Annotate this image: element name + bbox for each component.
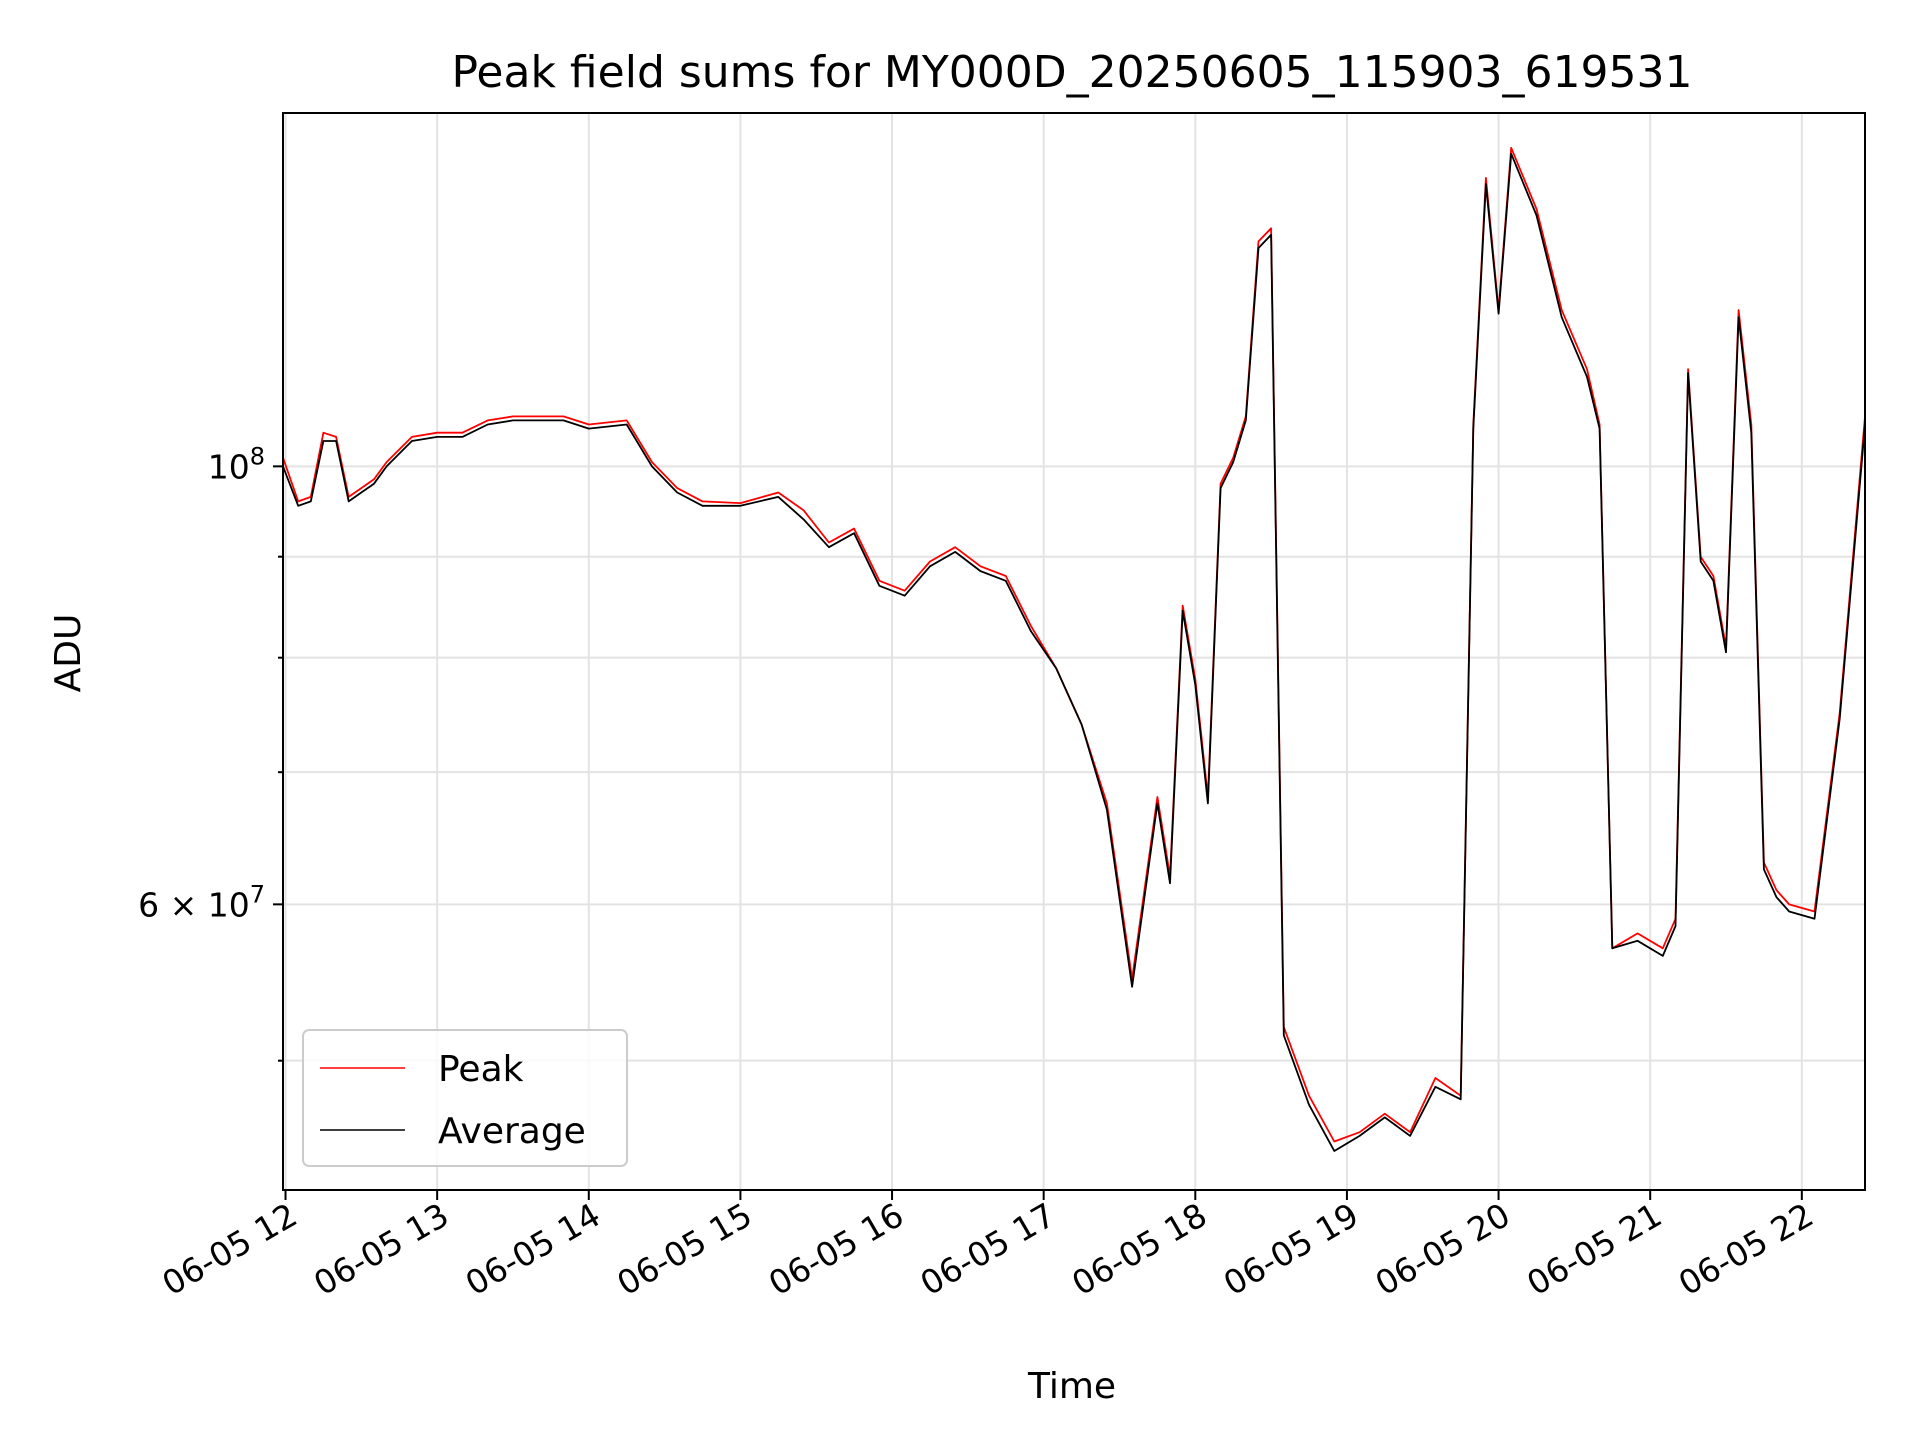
y-axis-label: ADU (48, 614, 89, 693)
grid (283, 113, 1865, 1190)
y-tick-label: 108 (208, 442, 265, 486)
plot-frame (282, 112, 1866, 1191)
series-line-peak (283, 146, 1865, 1143)
legend-label-average: Average (438, 1111, 586, 1152)
series-layer (283, 146, 1865, 1152)
legend: Peak Average (302, 1029, 628, 1167)
legend-box (302, 1029, 628, 1167)
legend-label-peak: Peak (438, 1049, 524, 1090)
series-line-average (283, 152, 1865, 1152)
chart-title: Peak field sums for MY000D_20250605_1159… (451, 47, 1692, 98)
y-axis-ticks: 108 6 × 107 (138, 442, 283, 1062)
x-axis-label: Time (1027, 1366, 1116, 1407)
y-tick-label: 6 × 107 (138, 880, 265, 924)
